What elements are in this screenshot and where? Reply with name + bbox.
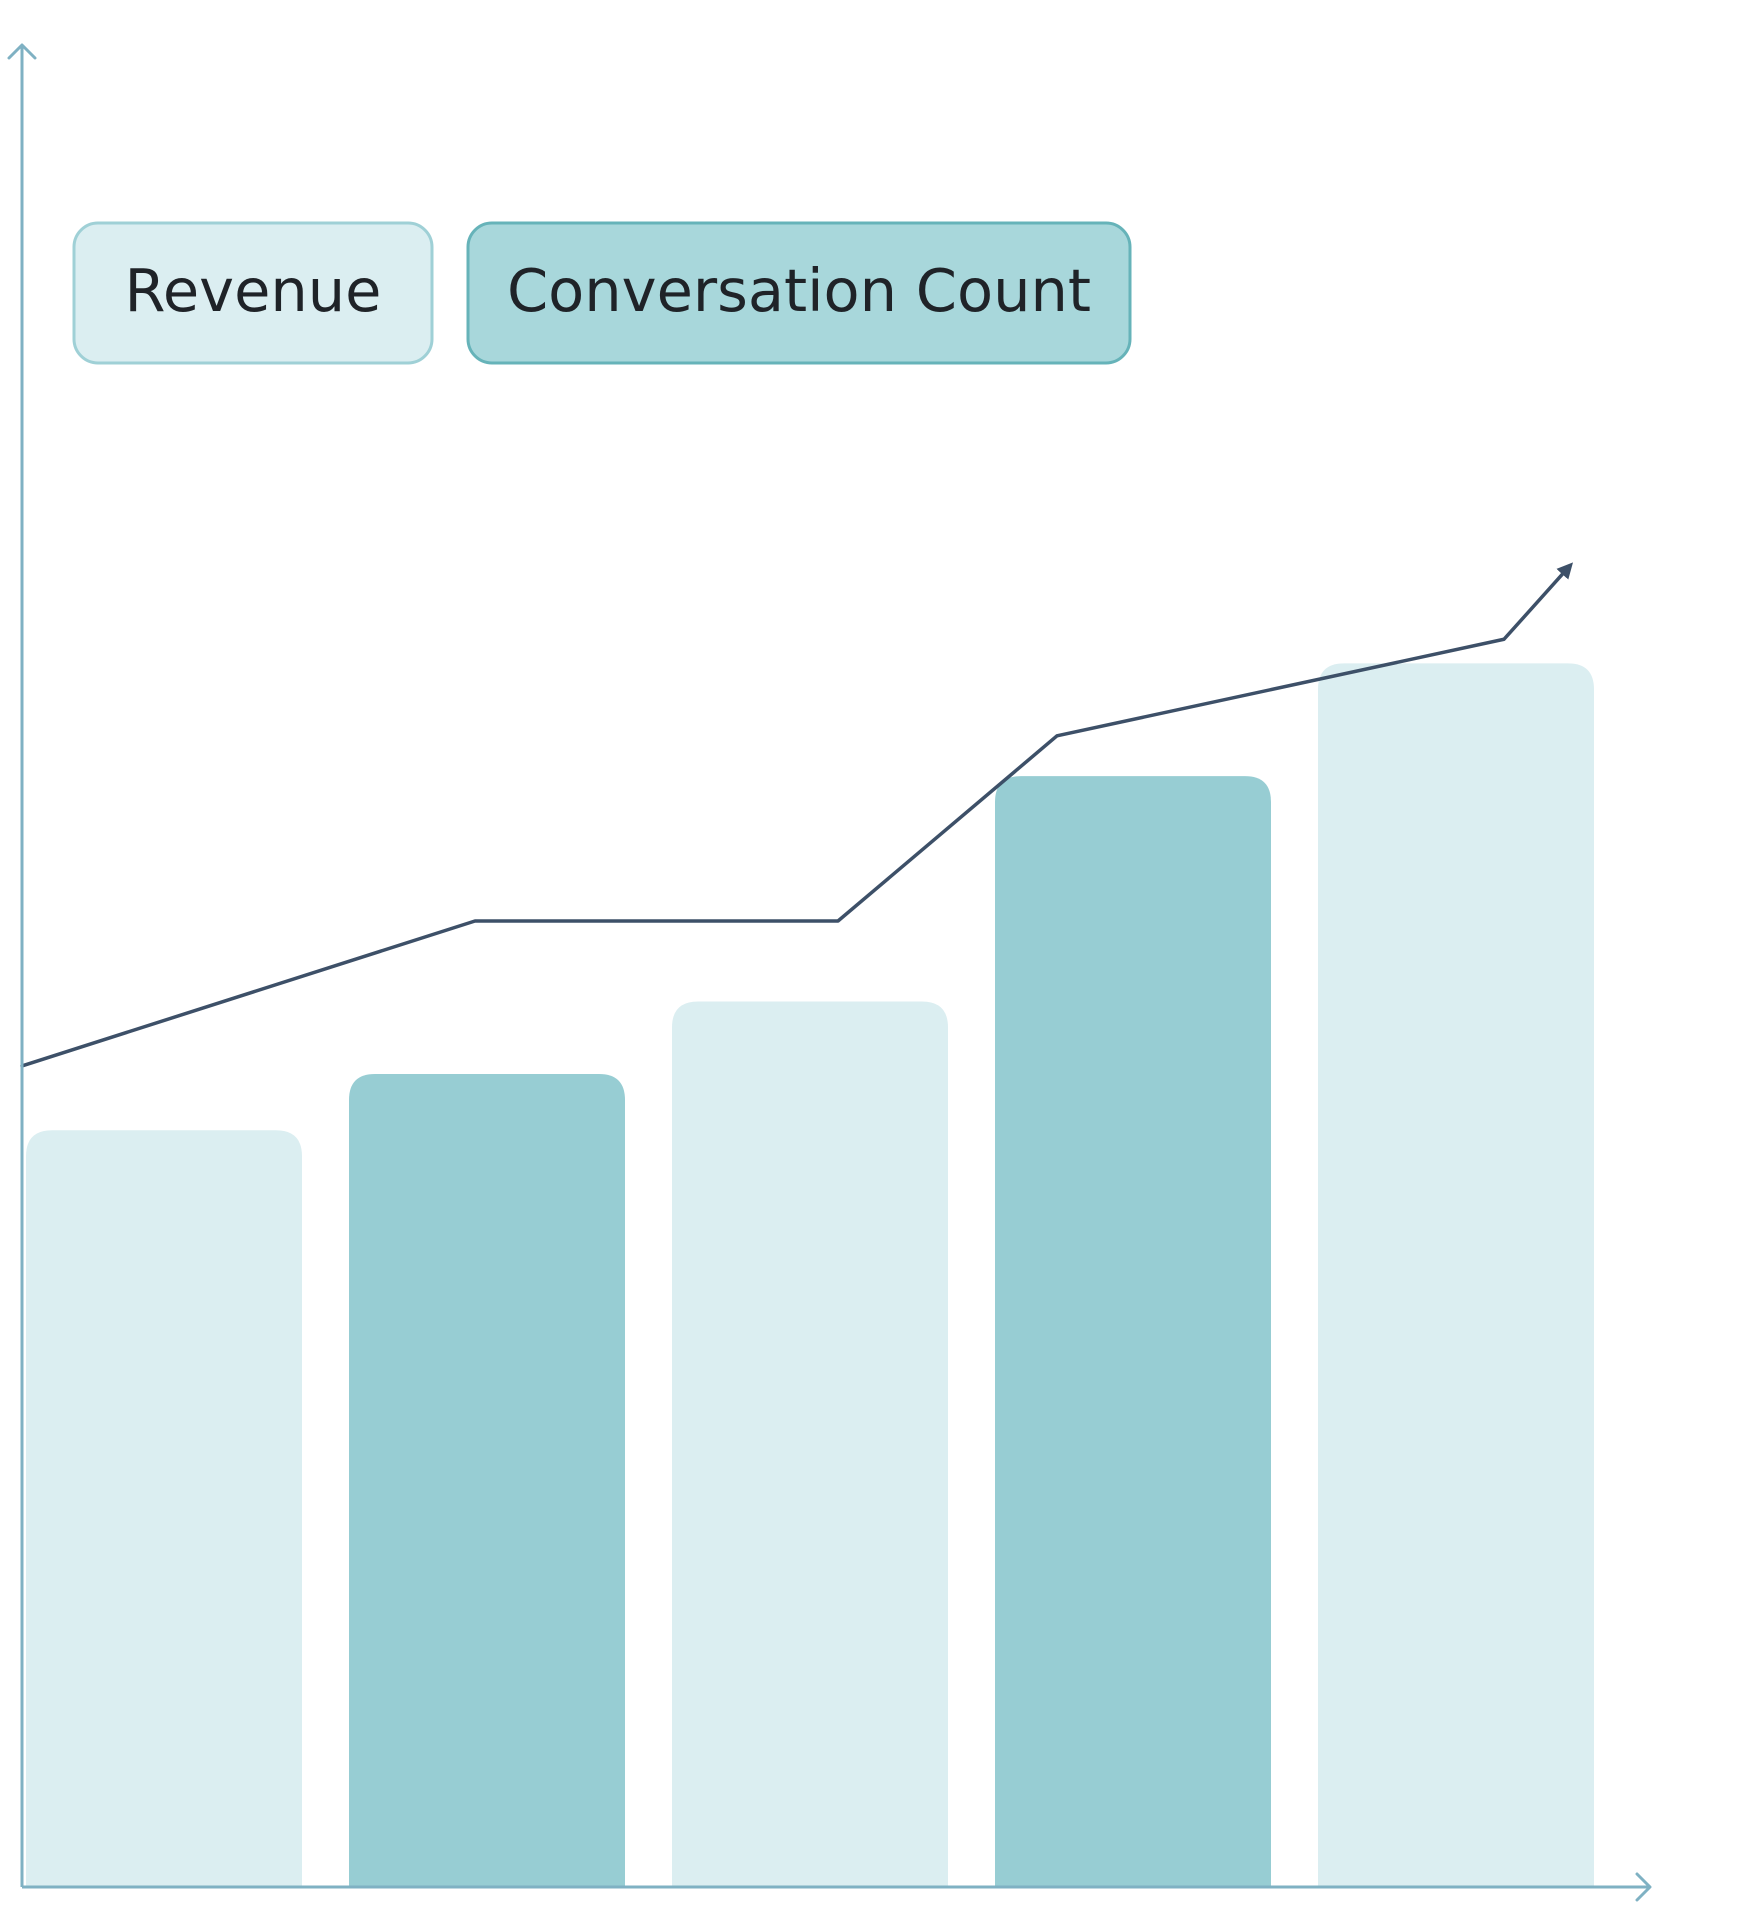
bar-4[interactable] [995,776,1271,1887]
legend-swatch-conversation-count [466,221,1132,365]
legend: Revenue Conversation Count [72,221,1132,365]
bar-5[interactable] [1318,663,1594,1887]
line-point-3 [836,919,840,923]
bar-1[interactable] [26,1130,302,1887]
legend-item-conversation-count[interactable]: Conversation Count [466,221,1132,365]
legend-swatch-revenue [72,221,434,365]
bar-series [26,663,1594,1887]
legend-item-revenue[interactable]: Revenue [72,221,434,365]
line-point-4 [1055,734,1059,738]
x-axis-arrow-icon [1635,1872,1652,1902]
bar-2[interactable] [349,1073,625,1887]
line-point-5 [1502,637,1506,641]
axes [7,43,1652,1902]
line-point-2 [473,919,477,923]
legend-label-revenue: Revenue [125,256,382,325]
bar-3[interactable] [672,1001,948,1888]
legend-label-conversation-count: Conversation Count [507,256,1091,325]
y-axis-arrow-icon [7,43,37,60]
conversation-count-line[interactable] [20,562,1574,1068]
